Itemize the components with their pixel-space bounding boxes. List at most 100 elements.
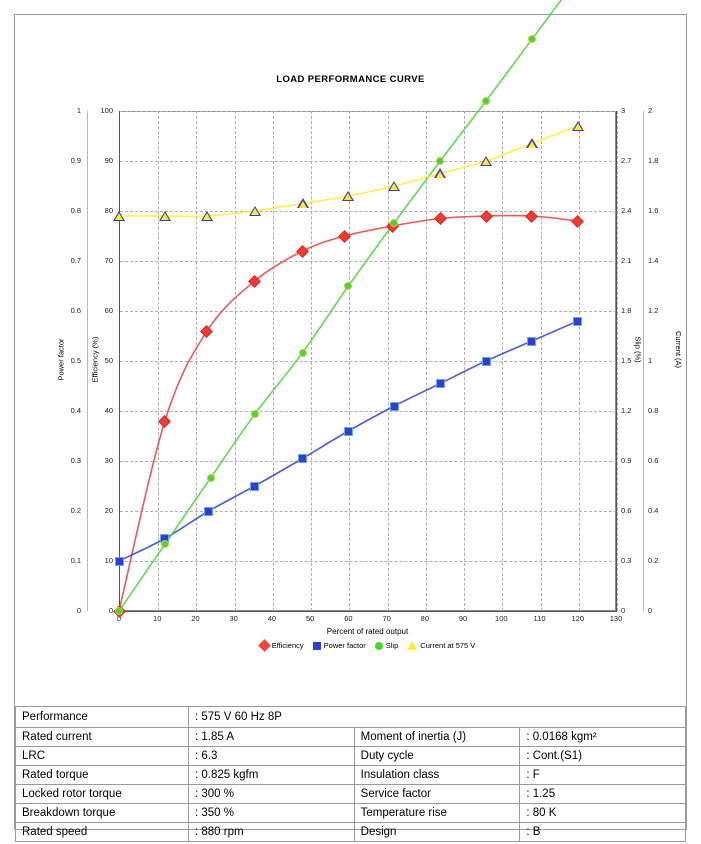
spec-table: Performance: 575 V 60 Hz 8P Rated current… xyxy=(15,706,686,842)
tick-x-axis: 0 xyxy=(116,614,122,623)
axis-rail-efficiency xyxy=(119,111,120,611)
gridline-horizontal xyxy=(120,161,617,162)
gridline-horizontal xyxy=(120,511,617,512)
data-point-slip xyxy=(482,97,490,105)
data-point-power-factor xyxy=(481,356,491,366)
spec-value: : 6.3 xyxy=(188,746,355,766)
tick-power-factor: 0.3 xyxy=(70,456,81,465)
legend-item-slip[interactable]: Slip xyxy=(374,641,398,650)
gridline-horizontal xyxy=(120,111,617,112)
tick-current: 1.6 xyxy=(648,206,659,215)
tick-efficiency: 0 xyxy=(108,606,113,615)
tick-efficiency: 70 xyxy=(104,256,113,265)
spec-key: Rated current xyxy=(15,727,189,747)
tick-x-axis: 90 xyxy=(458,614,468,623)
tick-x-axis: 40 xyxy=(267,614,277,623)
data-point-slip xyxy=(115,607,123,615)
curve-slip xyxy=(118,0,563,612)
legend-item-power-factor[interactable]: Power factor xyxy=(312,640,366,650)
table-row: LRC: 6.3 Duty cycle: Cont.(S1) xyxy=(15,746,686,766)
curve-layer xyxy=(118,0,579,612)
y-axis-label-power-factor: Power factor xyxy=(56,338,66,381)
table-row: Rated current: 1.85 A Moment of inertia (… xyxy=(15,727,686,747)
spec-value: : Cont.(S1) xyxy=(519,746,686,766)
data-point-slip xyxy=(160,540,169,549)
spec-key: Design xyxy=(353,822,521,842)
triangle-inner xyxy=(160,213,169,220)
y-axis-label-slip: Slip (%) xyxy=(633,336,643,363)
axis-rail-current xyxy=(643,111,644,611)
data-point-slip xyxy=(298,348,307,357)
legend-item-efficiency[interactable]: Efficiency xyxy=(257,639,304,652)
tick-current: 2 xyxy=(648,106,653,115)
tick-efficiency: 20 xyxy=(104,506,113,515)
tick-power-factor: 0 xyxy=(76,606,81,615)
gridline-horizontal xyxy=(120,261,617,262)
triangle-inner xyxy=(390,183,399,190)
gridline-horizontal xyxy=(120,461,617,462)
axis-rail-power-factor xyxy=(87,111,88,611)
data-point-current xyxy=(434,168,447,178)
tick-current: 0.6 xyxy=(648,456,659,465)
data-point-slip xyxy=(436,157,445,165)
y-axis-label-efficiency: Efficiency (%) xyxy=(90,336,100,383)
tick-x-axis: 120 xyxy=(571,614,585,623)
spec-key: Rated torque xyxy=(15,765,189,785)
triangle-inner xyxy=(250,208,259,215)
spec-value: : 1.25 xyxy=(519,784,686,804)
data-point-power-factor xyxy=(527,336,537,346)
tick-power-factor: 0.2 xyxy=(70,506,81,515)
data-point-power-factor xyxy=(204,506,214,516)
data-point-power-factor xyxy=(250,481,260,491)
spec-value: : 80 K xyxy=(519,803,686,823)
data-point-slip xyxy=(390,218,399,227)
axis-rail-slip xyxy=(616,111,617,611)
triangle-inner xyxy=(115,213,123,220)
data-point-power-factor xyxy=(573,316,583,326)
triangle-inner xyxy=(482,158,490,165)
tick-efficiency: 80 xyxy=(104,206,113,215)
tick-current: 0.2 xyxy=(648,556,659,565)
spec-value: : 350 % xyxy=(188,803,355,823)
data-point-current xyxy=(158,210,171,221)
spec-value: : 1.85 A xyxy=(188,727,355,747)
spec-key: Moment of inertia (J) xyxy=(353,727,521,747)
tick-efficiency: 10 xyxy=(104,556,113,565)
tick-efficiency: 40 xyxy=(104,406,113,415)
triangle-inner xyxy=(202,213,211,220)
tick-current: 0 xyxy=(648,606,653,615)
table-row: Locked rotor torque: 300 % Service factor… xyxy=(15,784,686,804)
tick-x-axis: 70 xyxy=(382,614,391,623)
tick-x-axis: 30 xyxy=(229,614,238,623)
spec-key: Temperature rise xyxy=(353,803,521,823)
gridline-horizontal xyxy=(120,361,617,362)
tick-x-axis: 130 xyxy=(609,614,623,623)
gridline-horizontal xyxy=(120,211,617,212)
tick-slip: 0.6 xyxy=(621,506,632,515)
data-point-current xyxy=(525,138,538,148)
tick-current: 1 xyxy=(648,356,653,365)
spec-value-performance: : 575 V 60 Hz 8P xyxy=(188,706,686,728)
data-point-power-factor xyxy=(435,379,445,388)
spec-value: : F xyxy=(519,765,686,785)
spec-key: Locked rotor torque xyxy=(15,784,189,804)
spec-key: Rated speed xyxy=(15,822,189,842)
tick-slip: 1.8 xyxy=(621,306,632,315)
curve-efficiency xyxy=(118,214,578,612)
spec-value: : B xyxy=(519,822,686,842)
triangle-inner xyxy=(436,170,445,178)
spec-key: LRC xyxy=(15,746,189,766)
tick-power-factor: 1 xyxy=(76,106,81,115)
legend-label-power-factor: Power factor xyxy=(323,640,366,650)
tick-power-factor: 0.5 xyxy=(70,356,81,365)
tick-power-factor: 0.4 xyxy=(70,406,81,415)
data-point-slip xyxy=(527,35,536,44)
legend-item-current[interactable]: Current at 575 V xyxy=(407,641,475,650)
tick-current: 0.4 xyxy=(648,506,659,515)
table-row: Rated speed: 880 rpm Design: B xyxy=(15,822,686,842)
data-point-current xyxy=(200,210,213,221)
square-marker-icon xyxy=(312,641,321,650)
data-point-power-factor xyxy=(114,556,124,566)
data-point-current xyxy=(342,190,355,201)
